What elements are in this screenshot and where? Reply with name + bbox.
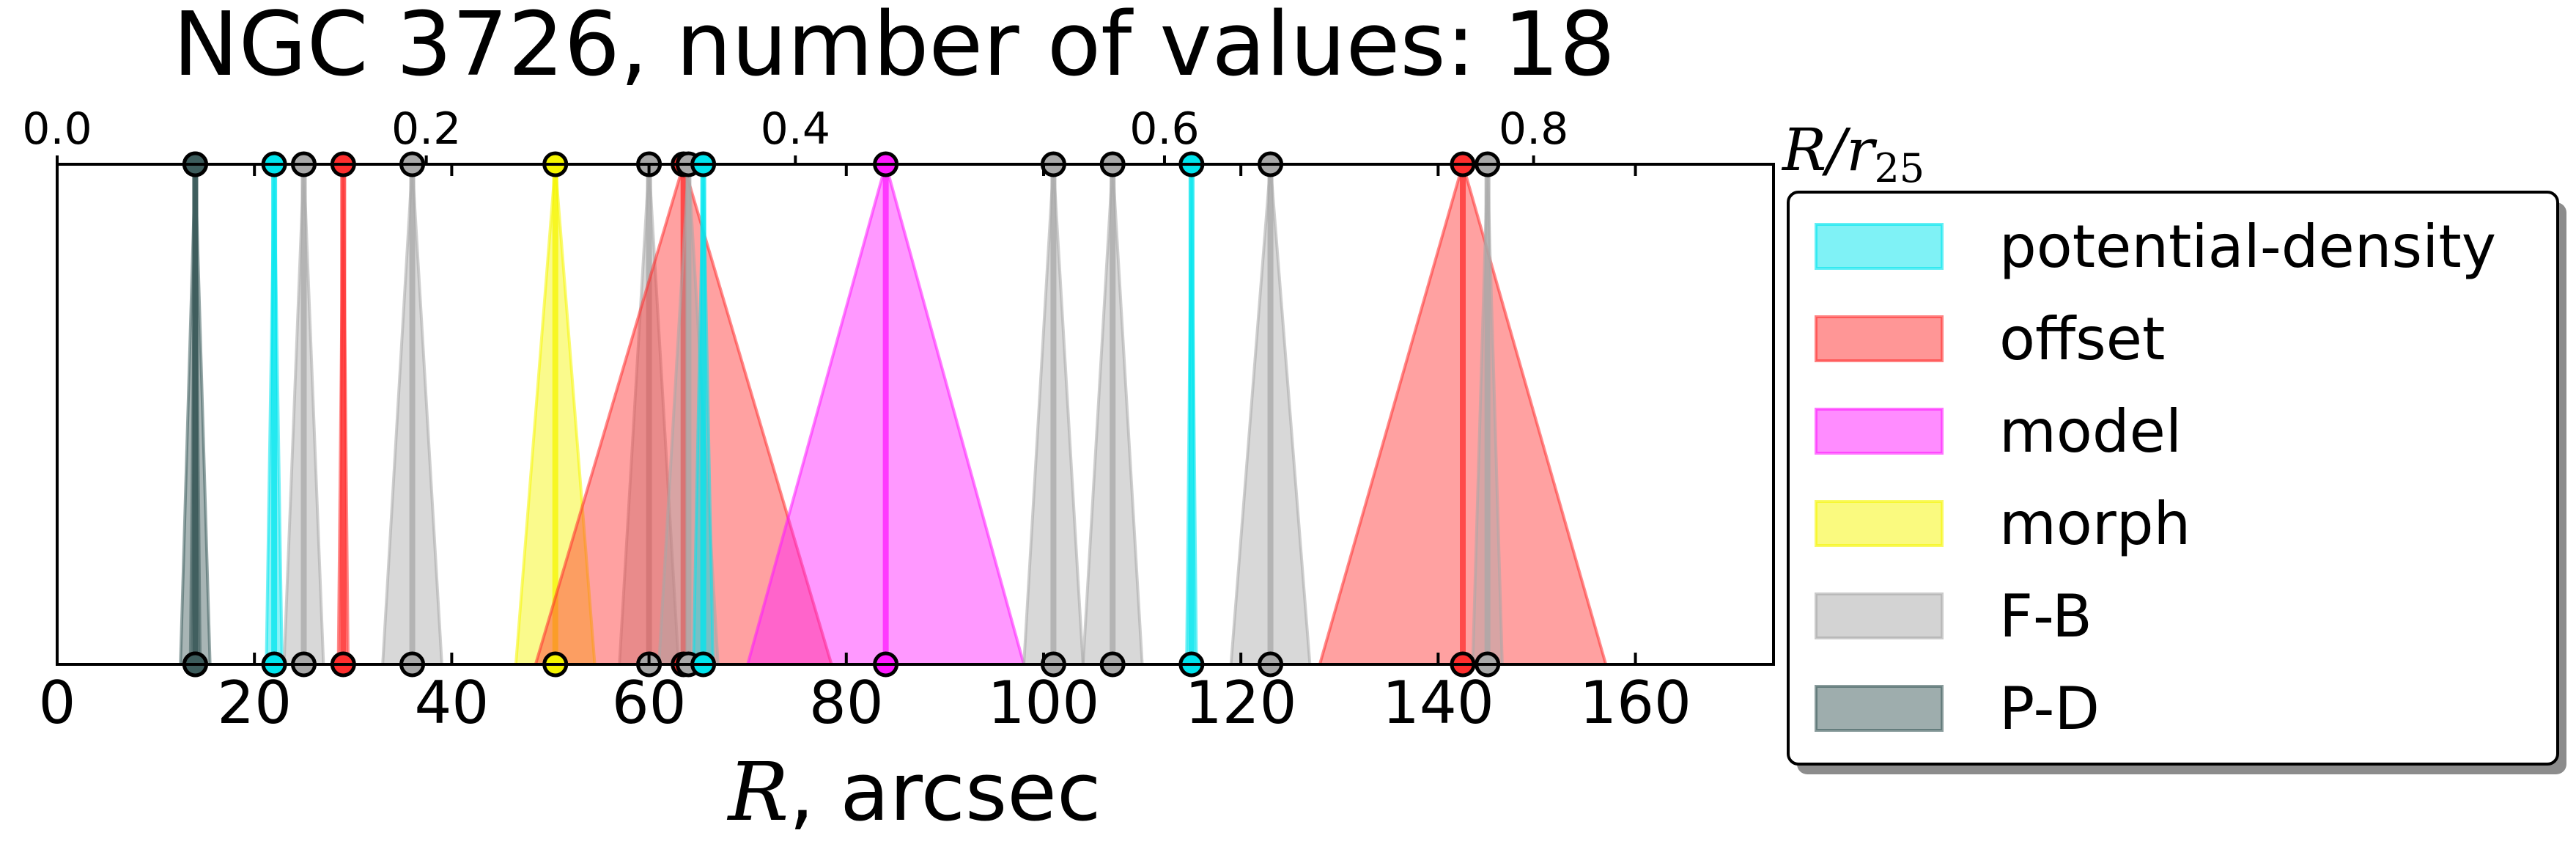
- top-tick-label-0.2: 0.2: [391, 103, 461, 155]
- top-axis-label-sub: 25: [1874, 145, 1924, 191]
- x-tick-label-100: 100: [988, 669, 1100, 737]
- legend-swatch-P-D: [1815, 685, 1944, 732]
- legend-label-offset: offset: [1999, 305, 2165, 373]
- legend-swatch-potential-density: [1815, 223, 1944, 270]
- top-axis-label: R/r25: [1781, 116, 1924, 191]
- top-tick-label-0.0: 0.0: [22, 103, 92, 155]
- plot-frame: [56, 163, 1775, 666]
- x-tick-label-160: 160: [1579, 669, 1691, 737]
- chart-title: NGC 3726, number of values: 18: [173, 0, 1615, 96]
- legend-box: [1787, 191, 2559, 766]
- top-axis: 0.0 0.2 0.4 0.6 0.8: [22, 103, 1568, 164]
- legend-label-model: model: [1999, 397, 2182, 466]
- legend-swatch-morph: [1815, 500, 1944, 547]
- legend-label-potential-density: potential-density: [1999, 213, 2496, 281]
- x-tick-label-20: 20: [217, 669, 292, 737]
- legend-swatch-F-B: [1815, 592, 1944, 639]
- legend: potential-density offset model morph F-B P-D: [1787, 191, 2566, 774]
- x-tick-label-40: 40: [414, 669, 489, 737]
- legend-swatch-offset: [1815, 315, 1944, 362]
- x-tick-label-60: 60: [612, 669, 687, 737]
- x-axis-label: R, arcsec: [727, 745, 1101, 839]
- x-tick-label-0: 0: [39, 669, 76, 737]
- top-tick-label-0.4: 0.4: [761, 103, 830, 155]
- x-axis-label-math: R: [727, 745, 789, 839]
- legend-label-P-D: P-D: [1999, 675, 2100, 743]
- legend-label-morph: morph: [1999, 490, 2191, 558]
- top-axis-label-base: R/r: [1781, 116, 1878, 184]
- x-tick-label-120: 120: [1185, 669, 1297, 737]
- x-axis-label-text: , arcsec: [789, 745, 1101, 839]
- legend-label-F-B: F-B: [1999, 582, 2092, 650]
- chart-marks: [179, 151, 1608, 678]
- legend-swatch-model: [1815, 408, 1944, 455]
- top-tick-label-0.6: 0.6: [1129, 103, 1199, 155]
- x-tick-label-80: 80: [809, 669, 884, 737]
- top-tick-label-0.8: 0.8: [1499, 103, 1568, 155]
- legend-items: potential-density offset model morph F-B P-D: [1815, 213, 2496, 743]
- x-tick-label-140: 140: [1382, 669, 1494, 737]
- bottom-axis: 0 20 40 60 80 100 120 140 160: [39, 164, 1691, 737]
